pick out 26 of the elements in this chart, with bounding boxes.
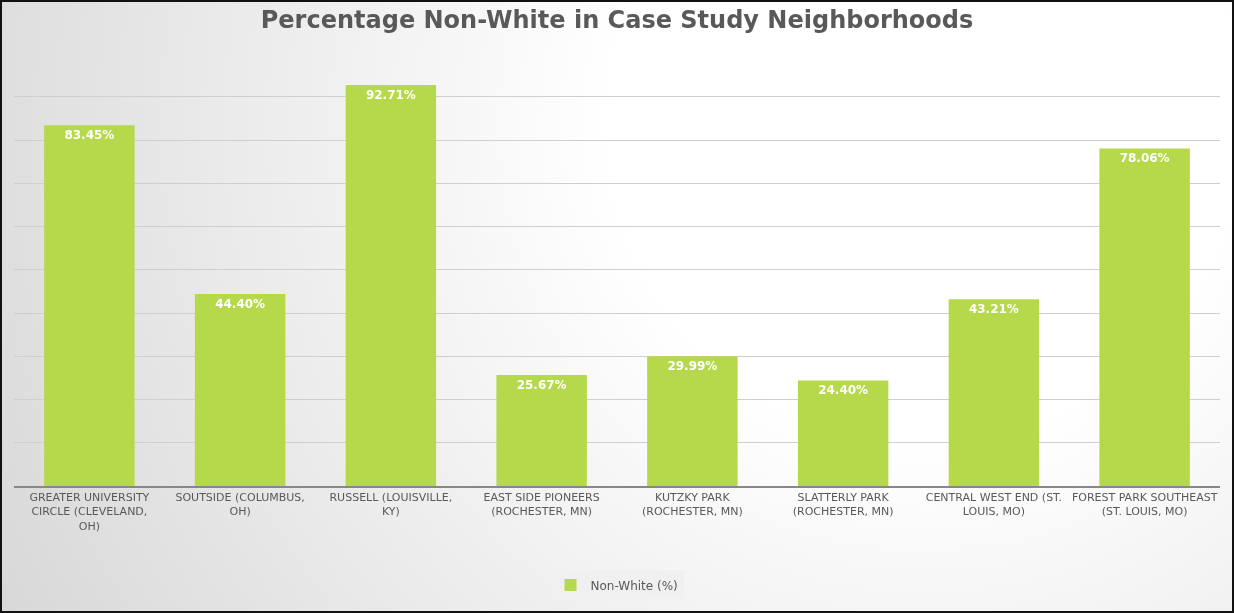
bar (345, 85, 437, 486)
x-tick-label: SOUTSIDE (COLUMBUS, OH) (175, 490, 305, 519)
x-tick-label: GREATER UNIVERSITY CIRCLE (CLEVELAND, OH) (29, 490, 150, 533)
data-label: 78.06% (1119, 151, 1170, 166)
data-label: 83.45% (64, 128, 115, 143)
data-label: 29.99% (667, 359, 718, 374)
x-tick-label: SLATTERLY PARK (ROCHESTER, MN) (792, 490, 894, 519)
bar (647, 356, 738, 486)
bar (44, 125, 135, 486)
x-tick-label: EAST SIDE PIONEERS (ROCHESTER, MN) (483, 490, 600, 519)
data-label: 24.40% (818, 383, 869, 398)
data-label: 44.40% (215, 297, 266, 311)
legend-label: Non-White (%) (590, 578, 678, 593)
bar (496, 375, 587, 486)
bar (948, 299, 1040, 486)
bar (797, 380, 889, 486)
x-tick-label: FOREST PARK SOUTHEAST (ST. LOUIS, MO) (1071, 490, 1218, 519)
data-label: 92.71% (365, 88, 416, 103)
x-tick-label: CENTRAL WEST END (ST. LOUIS, MO) (925, 490, 1063, 519)
bar (194, 294, 286, 486)
x-tick-label: RUSSELL (LOUISVILLE, KY) (329, 490, 453, 519)
data-label: 43.21% (968, 302, 1019, 317)
data-label: 25.67% (516, 378, 567, 392)
bar (1099, 148, 1190, 486)
chart-title: Percentage Non-White in Case Study Neighborhoods (260, 5, 974, 34)
x-tick-label: KUTZKY PARK (ROCHESTER, MN) (641, 490, 743, 519)
